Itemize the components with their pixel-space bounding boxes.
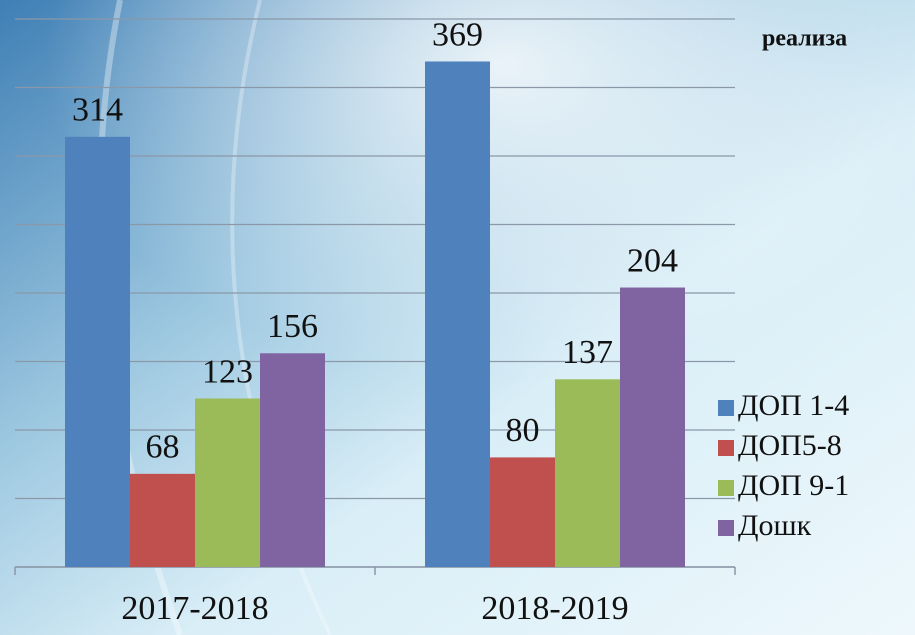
bar [65, 136, 130, 567]
bar [195, 398, 260, 567]
legend-label: ДОП5-8 [738, 429, 842, 462]
bar [260, 353, 325, 567]
bar [620, 287, 685, 567]
bar [425, 61, 490, 567]
bar [490, 457, 555, 567]
data-label: 156 [267, 308, 318, 345]
chart-title: реализа [762, 26, 847, 52]
data-label: 137 [562, 334, 613, 371]
legend-label: ДОП 1-4 [738, 389, 849, 422]
data-label: 80 [506, 412, 540, 449]
data-label: 68 [146, 429, 180, 466]
legend-swatch [718, 520, 734, 536]
x-tick-label: 2018-2019 [481, 590, 628, 627]
data-label: 204 [627, 242, 678, 279]
x-tick-label: 2017-2018 [121, 590, 268, 627]
data-label: 314 [72, 92, 123, 129]
bar [555, 379, 620, 567]
legend-swatch [718, 400, 734, 416]
bar [130, 473, 195, 567]
legend-label: ДОП 9-1 [738, 469, 849, 502]
legend-swatch [718, 480, 734, 496]
legend-label: Дошк [738, 509, 812, 542]
data-label: 123 [202, 353, 253, 390]
legend-swatch [718, 440, 734, 456]
data-label: 369 [432, 16, 483, 53]
